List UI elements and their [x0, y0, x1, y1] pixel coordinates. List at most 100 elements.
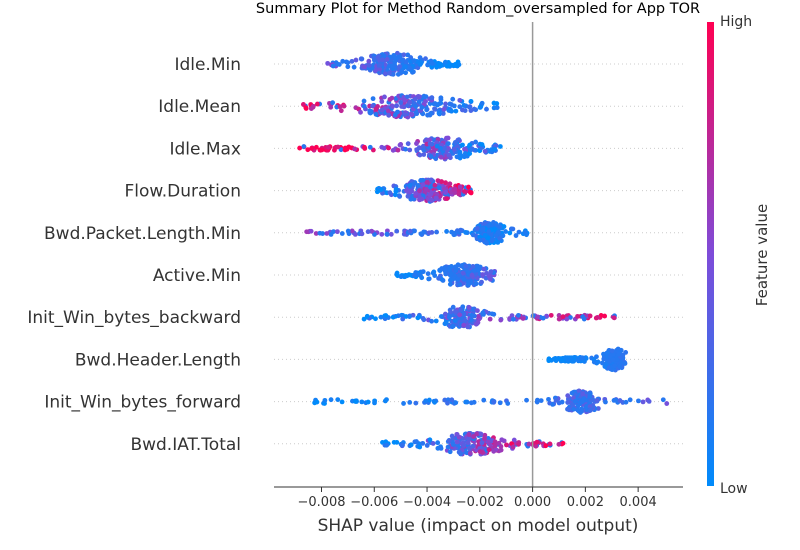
- data-point: [496, 229, 502, 235]
- data-point: [523, 229, 528, 235]
- data-point: [412, 228, 417, 234]
- data-point: [384, 442, 390, 448]
- data-point: [359, 399, 365, 405]
- data-point: [601, 351, 606, 357]
- data-point: [489, 311, 495, 317]
- data-point: [337, 104, 343, 110]
- data-point: [453, 268, 459, 274]
- data-point: [465, 440, 471, 446]
- data-point: [492, 439, 498, 445]
- data-point: [386, 112, 392, 118]
- data-point: [389, 95, 395, 101]
- data-point: [430, 441, 436, 446]
- data-point: [358, 109, 363, 115]
- data-point: [507, 230, 513, 236]
- data-point: [457, 282, 463, 287]
- data-point: [423, 398, 429, 404]
- data-point: [617, 398, 623, 403]
- data-point: [466, 104, 472, 110]
- data-point: [377, 66, 382, 72]
- data-point: [429, 61, 435, 66]
- x-axis-label: SHAP value (impact on model output): [318, 516, 639, 536]
- data-point: [473, 263, 479, 269]
- data-point: [482, 148, 488, 154]
- data-point: [474, 226, 480, 231]
- data-point: [516, 229, 522, 235]
- data-point: [548, 312, 554, 318]
- data-point: [351, 64, 357, 70]
- data-point: [420, 182, 426, 187]
- data-point: [454, 432, 460, 437]
- data-point: [627, 397, 633, 403]
- data-point: [535, 397, 540, 403]
- data-point: [362, 146, 368, 151]
- data-point: [417, 444, 423, 450]
- data-point: [535, 314, 541, 320]
- data-point: [407, 65, 413, 71]
- data-point: [399, 442, 405, 448]
- data-point: [468, 108, 474, 113]
- data-point: [397, 54, 403, 60]
- data-point: [361, 103, 367, 109]
- data-point: [497, 400, 503, 406]
- data-point: [473, 321, 479, 327]
- data-point: [482, 435, 487, 441]
- data-point: [452, 308, 458, 314]
- data-point: [366, 62, 372, 68]
- data-point: [413, 400, 419, 406]
- data-point: [427, 437, 433, 443]
- data-point: [463, 399, 469, 405]
- data-point: [378, 187, 384, 192]
- data-point: [384, 56, 390, 62]
- data-point: [461, 322, 467, 328]
- feature-label: Flow.Duration: [125, 182, 242, 202]
- data-point: [394, 228, 400, 234]
- data-point: [417, 197, 423, 203]
- data-point: [503, 229, 508, 234]
- data-point: [497, 224, 503, 230]
- data-point: [359, 56, 364, 62]
- data-point: [424, 107, 430, 113]
- data-point: [432, 106, 437, 112]
- data-point: [432, 399, 437, 405]
- data-point: [497, 235, 503, 241]
- data-point: [423, 98, 428, 104]
- data-point: [402, 64, 408, 69]
- data-point: [468, 98, 474, 104]
- data-point: [432, 273, 438, 278]
- data-point: [328, 104, 334, 110]
- data-point: [414, 111, 420, 117]
- data-point: [602, 313, 608, 319]
- data-point: [491, 399, 496, 405]
- data-point: [421, 147, 427, 153]
- data-point: [383, 313, 389, 318]
- data-point: [328, 397, 334, 403]
- data-point: [450, 96, 456, 102]
- data-point: [591, 356, 597, 362]
- data-point: [405, 141, 411, 147]
- data-point: [577, 400, 583, 406]
- data-point: [553, 355, 558, 361]
- data-point: [553, 397, 559, 403]
- data-point: [398, 274, 404, 280]
- data-point: [451, 187, 457, 193]
- data-point: [379, 231, 385, 237]
- data-point: [373, 111, 379, 117]
- data-point: [614, 357, 620, 363]
- data-point: [570, 402, 575, 408]
- data-point: [520, 316, 526, 321]
- data-point: [399, 69, 405, 75]
- data-point: [488, 269, 494, 275]
- data-point: [388, 231, 394, 237]
- data-point: [457, 184, 463, 190]
- data-point: [443, 101, 448, 107]
- data-point: [474, 431, 480, 437]
- x-tick-label: −0.004: [403, 495, 451, 510]
- data-point: [454, 154, 460, 160]
- data-point: [395, 109, 400, 115]
- data-point: [458, 227, 464, 233]
- data-point: [343, 59, 349, 65]
- data-point: [411, 181, 417, 187]
- data-point: [436, 275, 442, 281]
- data-point: [470, 232, 476, 238]
